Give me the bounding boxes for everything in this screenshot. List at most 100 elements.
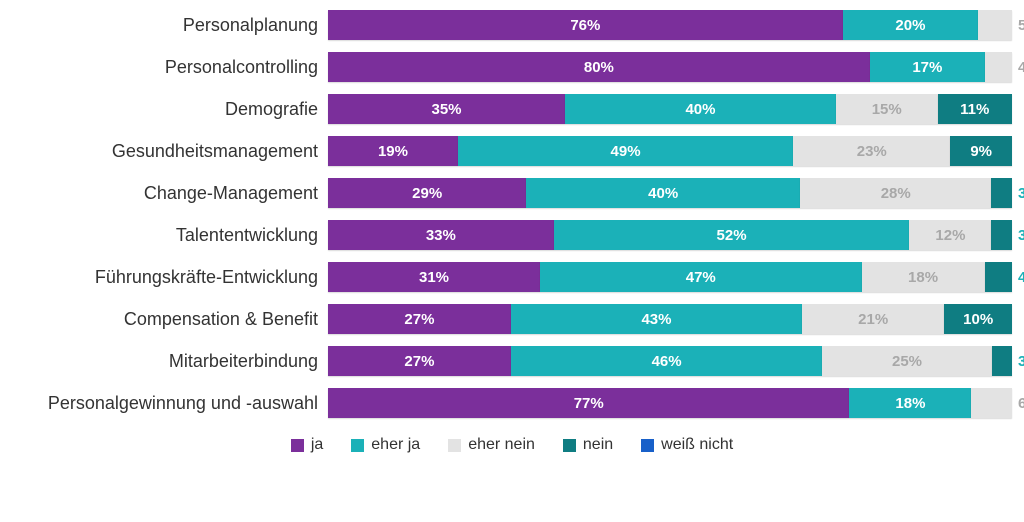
chart-row: Personalcontrolling80%17%4% [12, 52, 1012, 82]
bar-value: 40% [685, 101, 715, 118]
chart-row: Demografie35%40%15%11% [12, 94, 1012, 124]
bar-value: 15% [872, 101, 902, 118]
bar-segment-nein: 3% [992, 346, 1012, 376]
bar-segment-eher_nein: 6% [971, 388, 1012, 418]
bar-value: 18% [895, 395, 925, 412]
bar-value: 17% [912, 59, 942, 76]
bar: 76% 20% 5% [328, 10, 1012, 40]
bar-value: 12% [935, 227, 965, 244]
bar-segment-ja: 80% [328, 52, 870, 82]
bar-segment-eher_ja: 17% [870, 52, 985, 82]
chart-row: Compensation & Benefit 27% 43% 21% 10% [12, 304, 1012, 334]
legend-swatch [351, 439, 364, 452]
bar-segment-eher_nein: 25% [822, 346, 991, 376]
legend-label: nein [583, 436, 613, 454]
bar: 33% 52% 12% 3% [328, 220, 1012, 250]
bar-segment-eher_ja: 49% [458, 136, 793, 166]
bar-value: 28% [881, 185, 911, 202]
bar-segment-eher_ja: 40% [565, 94, 836, 124]
bar-segment-eher_nein: 18% [862, 262, 985, 292]
bar-value: 35% [432, 101, 462, 118]
bar-value: 20% [895, 17, 925, 34]
bar-segment-eher_ja: 20% [843, 10, 978, 40]
bar-segment-eher_nein: 28% [800, 178, 992, 208]
bar-segment-eher_ja: 47% [540, 262, 861, 292]
bar-segment-ja: 19% [328, 136, 458, 166]
bar-value: 52% [717, 227, 747, 244]
bar-segment-eher_nein: 12% [909, 220, 991, 250]
bar-value: 10% [963, 311, 993, 328]
legend-label: eher ja [371, 436, 420, 454]
chart-row: Mitarbeiterbindung 27% 46% 25%3% [12, 346, 1012, 376]
bar-segment-eher_nein: 5% [978, 10, 1012, 40]
bar-value-outside: 3% [1018, 227, 1024, 244]
bar-segment-ja: 33% [328, 220, 554, 250]
bar-value: 19% [378, 143, 408, 160]
bar: 27% 43% 21% 10% [328, 304, 1012, 334]
bar-segment-nein: 10% [944, 304, 1012, 334]
hr-topics-chart: Personalplanung 76% 20% 5% Personalcontrolli… [12, 10, 1012, 418]
bar: 77% 18% 6% [328, 388, 1012, 418]
bar-segment-ja: 76% [328, 10, 843, 40]
bar-value: 21% [858, 311, 888, 328]
bar-value: 27% [404, 311, 434, 328]
bar: 80%17%4% [328, 52, 1012, 82]
bar-segment-eher_ja: 18% [849, 388, 971, 418]
row-label: Personalcontrolling [12, 57, 328, 78]
legend-swatch [448, 439, 461, 452]
legend-item-eher_ja: eher ja [351, 436, 420, 454]
bar-value: 40% [648, 185, 678, 202]
bar-value-outside: 4% [1018, 269, 1024, 286]
row-label: Personalgewinnung und -auswahl [12, 393, 328, 414]
bar-segment-ja: 27% [328, 304, 511, 334]
bar-segment-eher_ja: 43% [511, 304, 802, 334]
bar-segment-eher_nein: 21% [802, 304, 944, 334]
bar-segment-eher_ja: 40% [526, 178, 800, 208]
row-label: Talententwicklung [12, 225, 328, 246]
bar-segment-nein: 3% [991, 220, 1012, 250]
row-label: Mitarbeiterbindung [12, 351, 328, 372]
chart-row: Personalgewinnung und -auswahl77% 18% 6% [12, 388, 1012, 418]
row-label: Personalplanung [12, 15, 328, 36]
bar: 27% 46% 25%3% [328, 346, 1012, 376]
bar-segment-eher_nein: 15% [836, 94, 938, 124]
row-label: Gesundheitsmanagement [12, 141, 328, 162]
bar-value: 46% [652, 353, 682, 370]
chart-row: Gesundheitsmanagement 19% 49% 23% 9% [12, 136, 1012, 166]
bar-value: 31% [419, 269, 449, 286]
bar: 31%47%18%4% [328, 262, 1012, 292]
bar-segment-nein: 3% [991, 178, 1012, 208]
row-label: Führungskräfte-Entwicklung [12, 267, 328, 288]
bar-value: 18% [908, 269, 938, 286]
bar-value-outside: 4% [1018, 59, 1024, 76]
bar-value: 23% [857, 143, 887, 160]
legend-item-nein: nein [563, 436, 613, 454]
chart-row: Personalplanung 76% 20% 5% [12, 10, 1012, 40]
bar-value-outside: 3% [1018, 353, 1024, 370]
bar-value: 9% [970, 143, 992, 160]
row-label: Compensation & Benefit [12, 309, 328, 330]
legend-item-ja: ja [291, 436, 323, 454]
legend-item-eher_nein: eher nein [448, 436, 535, 454]
bar-segment-ja: 27% [328, 346, 511, 376]
bar-value: 49% [611, 143, 641, 160]
bar-segment-ja: 31% [328, 262, 540, 292]
bar-value: 29% [412, 185, 442, 202]
legend-label: eher nein [468, 436, 535, 454]
bar-value: 47% [686, 269, 716, 286]
bar: 29% 40% 28% 3% [328, 178, 1012, 208]
bar-value-outside: 6% [1018, 395, 1024, 412]
row-label: Demografie [12, 99, 328, 120]
bar-segment-nein: 9% [950, 136, 1012, 166]
bar-segment-ja: 29% [328, 178, 526, 208]
bar-value: 76% [570, 17, 600, 34]
bar-segment-eher_nein: 23% [793, 136, 950, 166]
chart-row: Führungskräfte-Entwicklung31%47%18%4% [12, 262, 1012, 292]
legend-label: weiß nicht [661, 436, 733, 454]
bar-value: 80% [584, 59, 614, 76]
legend-swatch [563, 439, 576, 452]
bar-value: 43% [641, 311, 671, 328]
bar: 19% 49% 23% 9% [328, 136, 1012, 166]
bar-segment-ja: 77% [328, 388, 849, 418]
bar-value: 27% [404, 353, 434, 370]
